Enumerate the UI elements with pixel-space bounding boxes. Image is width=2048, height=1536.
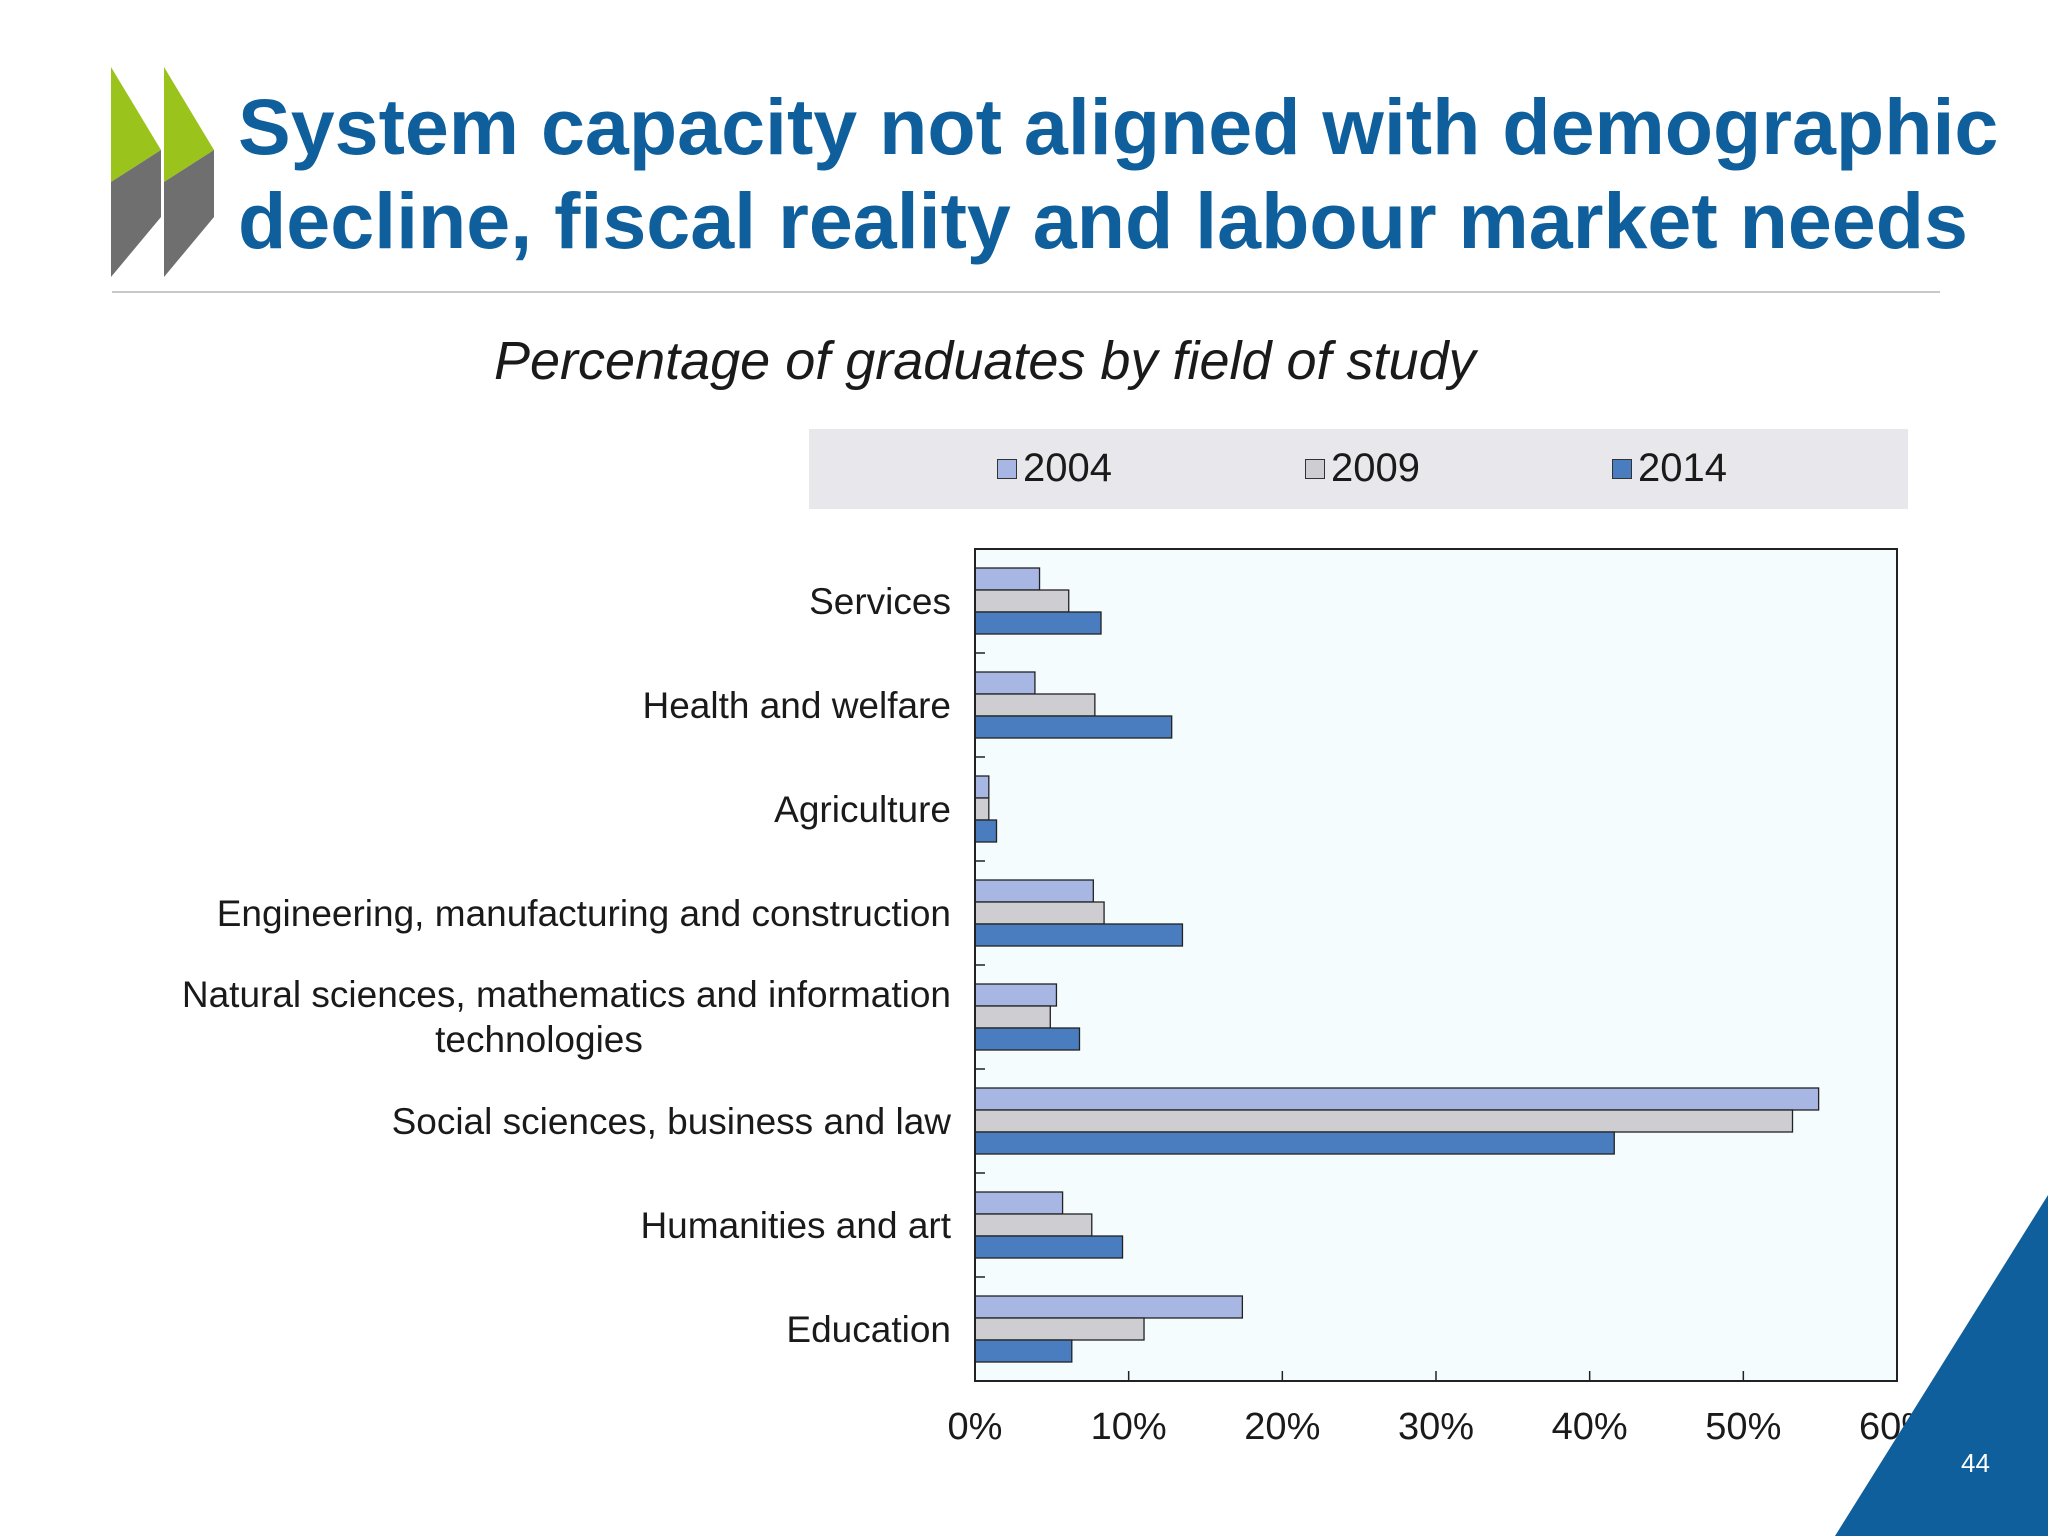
bar-2014: [974, 923, 1184, 947]
bar-2014: [974, 1235, 1124, 1259]
bar-2014: [974, 1027, 1081, 1051]
chart-title: Percentage of graduates by field of stud…: [494, 331, 1476, 391]
legend-label-2009: 2009: [1331, 446, 1420, 490]
plot-area: [975, 549, 1897, 1381]
slide-title: System capacity not aligned with demogra…: [238, 82, 1999, 265]
bar-2009: [974, 1005, 1051, 1029]
legend-label-2004: 2004: [1023, 446, 1112, 490]
category-label: Services: [809, 581, 951, 622]
bar-2014: [974, 715, 1173, 739]
bar-2014: [974, 611, 1102, 635]
legend-item: 2009: [1305, 446, 1420, 491]
category-label: Humanities and art: [640, 1205, 951, 1246]
bar-2004: [974, 775, 990, 799]
bar-2009: [974, 693, 1096, 717]
bar-2009: [974, 901, 1105, 925]
legend-label-2014: 2014: [1638, 446, 1727, 490]
bar-2014: [974, 1131, 1615, 1155]
category-label: Social sciences, business and law: [392, 1101, 952, 1142]
legend-item: 2014: [1612, 446, 1727, 491]
category-label: Agriculture: [774, 789, 951, 830]
legend-swatch-2004: [997, 458, 1017, 479]
bar-2004: [974, 671, 1036, 695]
bar-2009: [974, 1109, 1794, 1133]
bar-2004: [974, 567, 1041, 591]
category-label: Health and welfare: [642, 685, 951, 726]
bar-2004: [974, 1295, 1244, 1319]
category-label: Natural sciences, mathematics and inform…: [182, 974, 951, 1060]
bar-2014: [974, 1339, 1073, 1363]
bar-2009: [974, 797, 990, 821]
chart-legend: 2004 2009 2014: [809, 429, 1908, 509]
title-divider: [112, 291, 1940, 293]
x-tick-label: 10%: [1091, 1406, 1167, 1448]
x-tick-label: 40%: [1552, 1406, 1628, 1448]
bar-2009: [974, 1213, 1093, 1237]
legend-swatch-2009: [1305, 458, 1325, 479]
x-tick-label: 60%: [1859, 1406, 1935, 1448]
page-number: 44: [1961, 1448, 1990, 1478]
x-tick-label: 30%: [1398, 1406, 1474, 1448]
x-tick-label: 0%: [948, 1406, 1003, 1448]
category-label: Education: [786, 1309, 951, 1350]
bar-2004: [974, 1191, 1064, 1215]
bar-2004: [974, 1087, 1820, 1111]
category-label: Engineering, manufacturing and construct…: [217, 893, 951, 934]
legend-item: 2004: [997, 446, 1112, 491]
x-tick-label: 50%: [1705, 1406, 1781, 1448]
legend-swatch-2014: [1612, 458, 1632, 479]
bar-2004: [974, 879, 1094, 903]
oecd-logo: [111, 67, 214, 277]
bar-2004: [974, 983, 1058, 1007]
bar-2009: [974, 589, 1070, 613]
x-tick-label: 20%: [1244, 1406, 1320, 1448]
bar-2009: [974, 1317, 1145, 1341]
bar-2014: [974, 819, 998, 843]
